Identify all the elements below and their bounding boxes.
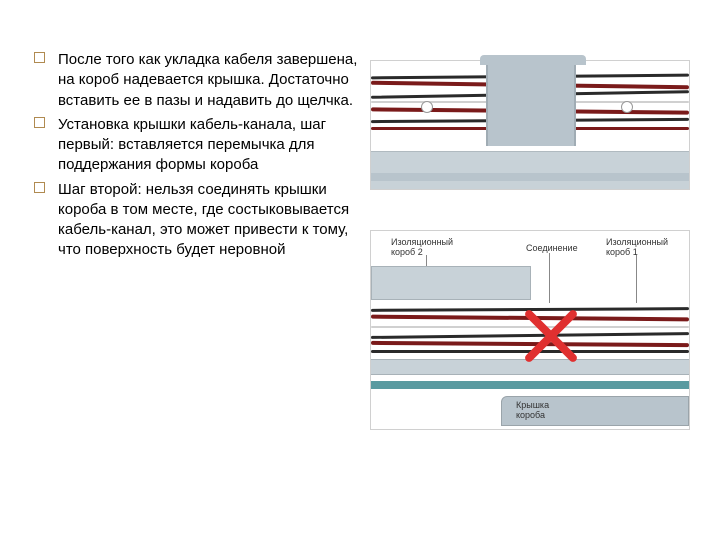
isolation-duct-2 bbox=[371, 266, 531, 300]
square-bullet-icon bbox=[34, 52, 45, 63]
bullet-list: После того как укладка кабеля завершена,… bbox=[30, 50, 360, 261]
bullet-text: Установка крышки кабель-канала, шаг перв… bbox=[58, 116, 326, 174]
label-joint: Соединение bbox=[526, 243, 578, 253]
spacer-dot bbox=[621, 101, 633, 113]
square-bullet-icon bbox=[34, 117, 45, 128]
list-item: После того как укладка кабеля завершена,… bbox=[30, 50, 360, 111]
label-box1: Изоляционный короб 1 bbox=[606, 237, 668, 257]
slide-frame: После того как укладка кабеля завершена,… bbox=[0, 0, 720, 540]
diagram-wrong-joint: Изоляционный короб 2 Соединение Изоляцио… bbox=[370, 230, 690, 430]
list-item: Установка крышки кабель-канала, шаг перв… bbox=[30, 115, 360, 176]
bullet-text: Шаг второй: нельзя соединять крышки коро… bbox=[58, 181, 349, 259]
label-box2: Изоляционный короб 2 bbox=[391, 237, 453, 257]
diagram-column: Изоляционный короб 2 Соединение Изоляцио… bbox=[370, 50, 700, 520]
duct-base bbox=[371, 151, 689, 189]
spacer-dot bbox=[421, 101, 433, 113]
label-cover: Крышкакороба bbox=[516, 401, 549, 421]
square-bullet-icon bbox=[34, 182, 45, 193]
cross-icon bbox=[516, 301, 586, 371]
clip-bracket bbox=[486, 61, 576, 146]
bullet-text: После того как укладка кабеля завершена,… bbox=[58, 51, 357, 109]
duct-slot bbox=[371, 173, 689, 181]
list-item: Шаг второй: нельзя соединять крышки коро… bbox=[30, 180, 360, 261]
leader-line bbox=[636, 255, 637, 303]
text-column: После того как укладка кабеля завершена,… bbox=[30, 50, 370, 520]
diagram-clip-on-duct bbox=[370, 60, 690, 190]
teal-strip bbox=[371, 381, 689, 389]
leader-line bbox=[549, 253, 550, 303]
